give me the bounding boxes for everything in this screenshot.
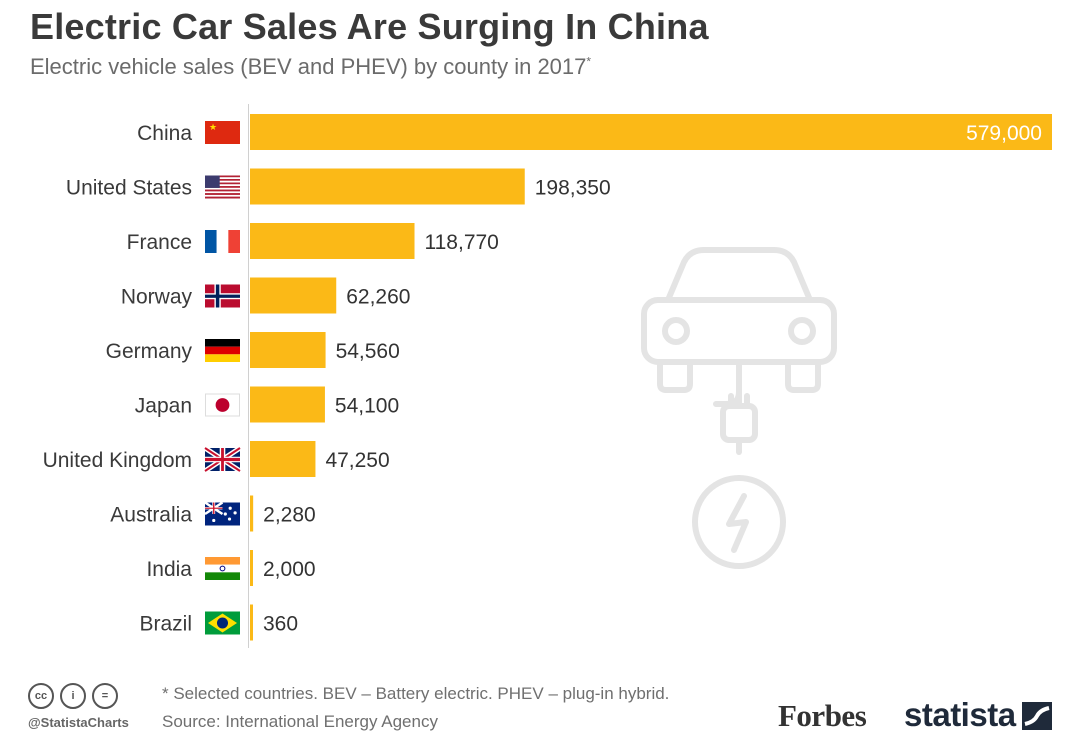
category-label: China — [137, 122, 192, 145]
bar-japan — [250, 386, 325, 423]
attribution-icon: i — [60, 683, 86, 709]
value-label: 54,560 — [336, 340, 400, 363]
category-label: Japan — [135, 395, 192, 418]
bar-india — [250, 550, 253, 586]
statista-logo: statista — [904, 696, 1016, 733]
footnote: * Selected countries. BEV – Battery elec… — [162, 684, 670, 703]
value-label: 2,280 — [263, 504, 316, 527]
bar-brazil — [250, 604, 253, 641]
forbes-logo: Forbes — [778, 698, 867, 733]
value-label: 62,260 — [346, 286, 410, 309]
china-flag-icon: ★ — [205, 121, 240, 144]
subtitle-text: Electric vehicle sales (BEV and PHEV) by… — [30, 54, 587, 79]
germany-flag-icon — [205, 339, 240, 362]
license-icons: cc i = — [28, 683, 118, 709]
no-derivatives-icon: = — [92, 683, 118, 709]
subtitle-asterisk: * — [586, 54, 592, 69]
india-flag-icon — [205, 557, 240, 580]
statista-logo-mark — [1022, 702, 1052, 730]
category-label: Brazil — [139, 613, 192, 636]
value-label: 2,000 — [263, 558, 316, 581]
svg-text:★: ★ — [209, 123, 217, 133]
value-label: 118,770 — [425, 231, 499, 254]
bar-australia — [250, 495, 254, 532]
creative-commons-icon: cc — [28, 683, 54, 709]
brazil-flag-icon — [205, 611, 240, 635]
chart-title: Electric Car Sales Are Surging In China — [30, 6, 709, 47]
source-note: Source: International Energy Agency — [162, 712, 438, 731]
chart-subtitle: Electric vehicle sales (BEV and PHEV) by… — [30, 54, 591, 80]
japan-flag-icon — [205, 393, 240, 417]
category-label: Germany — [106, 340, 193, 363]
category-label: United Kingdom — [43, 449, 192, 472]
category-label: India — [146, 558, 192, 581]
category-label: France — [127, 231, 192, 254]
bar-united-states — [250, 168, 525, 205]
bar-china — [250, 114, 1052, 150]
value-label: 47,250 — [325, 449, 389, 472]
category-label: United States — [66, 177, 192, 200]
france-flag-icon — [205, 230, 240, 253]
australia-flag-icon — [204, 501, 240, 526]
bar-norway — [250, 277, 337, 314]
norway-flag-icon — [205, 284, 240, 308]
category-label: Australia — [110, 504, 192, 527]
uk-flag-icon — [203, 445, 242, 474]
bar-france — [250, 223, 415, 259]
usa-flag-icon — [205, 175, 240, 199]
value-label: 360 — [263, 613, 298, 636]
category-label: Norway — [121, 286, 193, 309]
bar-united-kingdom — [250, 441, 316, 477]
electric-car-plug-icon — [641, 247, 837, 569]
statista-handle: @StatistaCharts — [28, 715, 129, 730]
value-label: 579,000 — [966, 122, 1042, 145]
bar-germany — [250, 332, 326, 368]
value-label: 198,350 — [535, 177, 611, 200]
value-label: 54,100 — [335, 395, 399, 418]
bar-chart: China ★ 579,000 United States 198,350 France 1… — [43, 104, 1052, 648]
